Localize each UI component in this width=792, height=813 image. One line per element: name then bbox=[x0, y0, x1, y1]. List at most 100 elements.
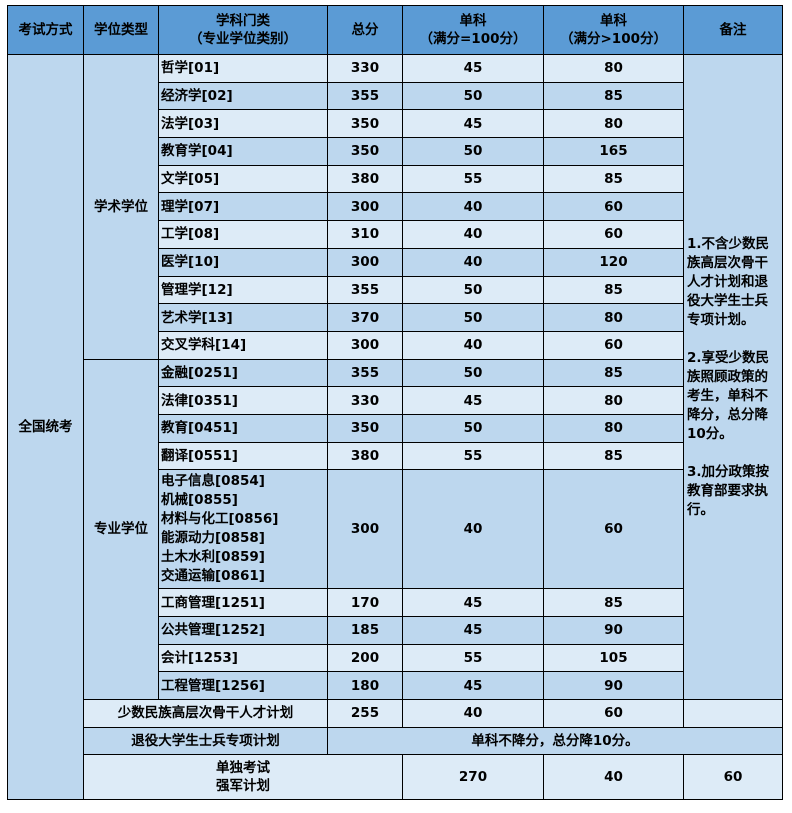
subject-cell: 教育学[04] bbox=[158, 137, 328, 166]
subject-cell: 翻译[0551] bbox=[158, 441, 328, 471]
table-row: 翻译[0551] 380 55 85 bbox=[8, 441, 783, 471]
single-100-score-cell: 50 bbox=[402, 275, 544, 305]
total-score-cell: 300 bbox=[327, 330, 403, 360]
subject-item: 电子信息[0854] bbox=[161, 473, 265, 490]
total-score-cell: 330 bbox=[327, 386, 403, 415]
header-remark: 备注 bbox=[683, 5, 783, 55]
single-100-score-cell: 40 bbox=[402, 247, 544, 277]
subject-cell: 理学[07] bbox=[158, 192, 328, 222]
total-score-cell: 355 bbox=[327, 358, 403, 388]
header-single-100: 单科 （满分=100分） bbox=[402, 5, 544, 55]
header-subject: 学科门类 （专业学位类别） bbox=[158, 5, 328, 55]
table-row: 工学[08] 310 40 60 bbox=[8, 220, 783, 249]
separate-exam-line2: 强军计划 bbox=[216, 778, 270, 795]
total-score-cell: 300 bbox=[327, 469, 403, 590]
veteran-plan-row: 退役大学生士兵专项计划 单科不降分，总分降10分。 bbox=[8, 726, 783, 756]
table-row: 交叉学科[14] 300 40 60 bbox=[8, 330, 783, 360]
subject-cell: 管理学[12] bbox=[158, 275, 328, 305]
header-single-100-line2: （满分=100分） bbox=[419, 31, 527, 47]
single-over-100-score-cell: 165 bbox=[543, 137, 684, 166]
header-subject-line2: （专业学位类别） bbox=[189, 31, 297, 47]
subject-item: 机械[0855] bbox=[161, 492, 238, 509]
single-100-score-cell: 55 bbox=[402, 164, 544, 194]
header-single-over-100-line1: 单科 bbox=[600, 13, 627, 29]
total-score-cell: 300 bbox=[327, 247, 403, 277]
subject-cell: 交叉学科[14] bbox=[158, 330, 328, 360]
total-score-cell: 330 bbox=[327, 54, 403, 83]
total-score-cell: 370 bbox=[327, 303, 403, 332]
subject-cell: 哲学[01] bbox=[158, 54, 328, 83]
single-over-100-score-cell: 85 bbox=[543, 275, 684, 305]
degree-academic-cell: 学术学位 bbox=[83, 54, 159, 360]
table-row: 工商管理[1251] 170 45 85 bbox=[8, 588, 783, 617]
single-100-score-cell: 40 bbox=[402, 220, 544, 249]
single-over-100-score-cell: 105 bbox=[543, 643, 684, 673]
single-100-score-cell: 40 bbox=[543, 754, 684, 801]
single-100-score-cell: 50 bbox=[402, 137, 544, 166]
total-score-cell: 355 bbox=[327, 81, 403, 111]
table-row: 教育[0451] 350 50 80 bbox=[8, 413, 783, 443]
minority-plan-label: 少数民族高层次骨干人才计划 bbox=[83, 699, 328, 728]
total-score-cell: 350 bbox=[327, 109, 403, 139]
header-single-over-100: 单科 （满分>100分） bbox=[543, 5, 684, 55]
subject-cell: 法律[0351] bbox=[158, 386, 328, 415]
table-row: 管理学[12] 355 50 85 bbox=[8, 275, 783, 305]
table-row: 工程管理[1256] 180 45 90 bbox=[8, 671, 783, 701]
single-over-100-score-cell: 80 bbox=[543, 109, 684, 139]
remarks-cell: 1.不含少数民族高层次骨干人才计划和退役大学生士兵专项计划。 2.享受少数民族照顾… bbox=[683, 53, 783, 701]
header-subject-line1: 学科门类 bbox=[216, 13, 270, 29]
single-100-score-cell: 45 bbox=[402, 54, 544, 83]
minority-plan-row: 少数民族高层次骨干人才计划 255 40 60 bbox=[8, 699, 783, 728]
table-row: 会计[1253] 200 55 105 bbox=[8, 643, 783, 673]
single-100-score-cell: 45 bbox=[402, 616, 544, 645]
total-score-cell: 255 bbox=[327, 699, 403, 728]
single-100-score-cell: 50 bbox=[402, 413, 544, 443]
separate-exam-line1: 单独考试 bbox=[216, 760, 270, 777]
header-total: 总分 bbox=[327, 5, 403, 55]
total-score-cell: 200 bbox=[327, 643, 403, 673]
single-over-100-score-cell: 85 bbox=[543, 81, 684, 111]
single-100-score-cell: 45 bbox=[402, 386, 544, 415]
total-score-cell: 270 bbox=[402, 754, 544, 801]
score-table: 考试方式 学位类型 学科门类 （专业学位类别） 总分 单科 （满分=100分） 单科… bbox=[7, 5, 783, 801]
subject-cell: 工商管理[1251] bbox=[158, 588, 328, 617]
subject-item: 交通运输[0861] bbox=[161, 568, 265, 585]
single-100-score-cell: 50 bbox=[402, 81, 544, 111]
degree-professional-cell: 专业学位 bbox=[83, 358, 159, 701]
table-row: 公共管理[1252] 185 45 90 bbox=[8, 616, 783, 645]
table-row: 经济学[02] 355 50 85 bbox=[8, 81, 783, 111]
total-score-cell: 380 bbox=[327, 441, 403, 471]
header-row: 考试方式 学位类型 学科门类 （专业学位类别） 总分 单科 （满分=100分） 单科… bbox=[7, 5, 783, 55]
table-row: 全国统考 学术学位 哲学[01] 330 45 80 1.不含少数民族高层次骨干人才计划和退… bbox=[7, 53, 783, 801]
total-score-cell: 355 bbox=[327, 275, 403, 305]
single-100-score-cell: 40 bbox=[402, 469, 544, 590]
table-row: 艺术学[13] 370 50 80 bbox=[8, 303, 783, 332]
single-over-100-score-cell: 80 bbox=[543, 386, 684, 415]
single-over-100-score-cell: 90 bbox=[543, 616, 684, 645]
separate-exam-label: 单独考试 强军计划 bbox=[83, 754, 403, 801]
single-over-100-score-cell: 120 bbox=[543, 247, 684, 277]
single-over-100-score-cell: 90 bbox=[543, 671, 684, 701]
subject-cell: 医学[10] bbox=[158, 247, 328, 277]
subject-cell: 公共管理[1252] bbox=[158, 616, 328, 645]
single-100-score-cell: 40 bbox=[402, 330, 544, 360]
remark-item: 1.不含少数民族高层次骨干人才计划和退役大学生士兵专项计划。 bbox=[687, 235, 770, 328]
single-over-100-score-cell: 85 bbox=[543, 164, 684, 194]
total-score-cell: 350 bbox=[327, 137, 403, 166]
single-100-score-cell: 55 bbox=[402, 643, 544, 673]
header-single-over-100-line2: （满分>100分） bbox=[560, 31, 667, 47]
table-row: 文学[05] 380 55 85 bbox=[8, 164, 783, 194]
subject-group-cell: 电子信息[0854] 机械[0855] 材料与化工[0856] 能源动力[0858] 土… bbox=[158, 469, 328, 590]
single-100-score-cell: 45 bbox=[402, 671, 544, 701]
single-over-100-score-cell: 85 bbox=[543, 441, 684, 471]
single-100-score-cell: 40 bbox=[402, 699, 544, 728]
single-over-100-score-cell: 80 bbox=[543, 54, 684, 83]
subject-cell: 金融[0251] bbox=[158, 358, 328, 388]
single-over-100-score-cell: 85 bbox=[543, 358, 684, 388]
single-over-100-score-cell: 60 bbox=[683, 754, 783, 801]
subject-item: 能源动力[0858] bbox=[161, 530, 265, 547]
subject-cell: 艺术学[13] bbox=[158, 303, 328, 332]
table-row: 教育学[04] 350 50 165 bbox=[8, 137, 783, 166]
total-score-cell: 380 bbox=[327, 164, 403, 194]
remark-item: 3.加分政策按教育部要求执行。 bbox=[687, 463, 770, 518]
